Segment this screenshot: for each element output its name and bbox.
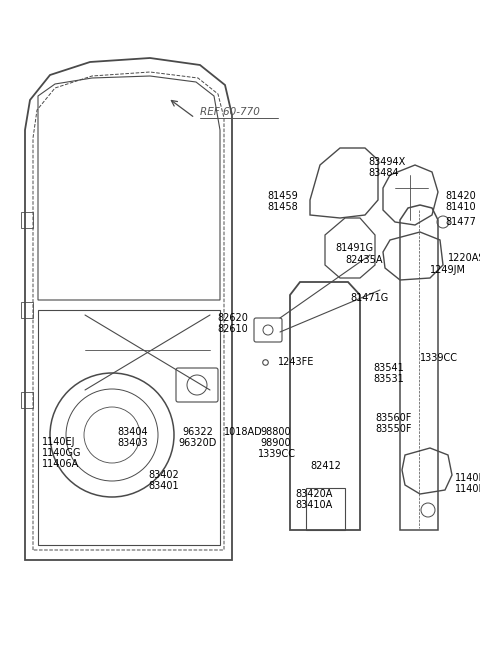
Text: 81459: 81459: [267, 191, 298, 201]
Text: 1140GG: 1140GG: [42, 448, 82, 458]
Text: 1018AD: 1018AD: [224, 427, 263, 437]
Text: 83531: 83531: [373, 374, 404, 384]
Text: 1140FY: 1140FY: [455, 484, 480, 494]
Text: 82620: 82620: [217, 313, 248, 323]
Text: 83420A: 83420A: [295, 489, 332, 499]
Text: 83560F: 83560F: [375, 413, 411, 423]
Text: 96320D: 96320D: [178, 438, 216, 448]
Text: 81458: 81458: [267, 202, 298, 212]
Text: 81410: 81410: [445, 202, 476, 212]
Text: 81491G: 81491G: [335, 243, 373, 253]
Text: 1220AS: 1220AS: [448, 253, 480, 263]
Text: 83404: 83404: [118, 427, 148, 437]
Text: 83541: 83541: [373, 363, 404, 373]
Text: 83402: 83402: [148, 470, 179, 480]
Text: REF 60-770: REF 60-770: [200, 107, 260, 117]
Text: 81420: 81420: [445, 191, 476, 201]
Text: 98900: 98900: [260, 438, 290, 448]
Text: 81477: 81477: [445, 217, 476, 227]
Text: 83401: 83401: [148, 481, 179, 491]
Text: 1249JM: 1249JM: [430, 265, 466, 275]
Text: 82435A: 82435A: [345, 255, 383, 265]
Text: 98800: 98800: [260, 427, 290, 437]
Text: 1140EJ: 1140EJ: [455, 473, 480, 483]
Text: 83494X: 83494X: [368, 157, 405, 167]
Text: 96322: 96322: [182, 427, 213, 437]
Text: 1140EJ: 1140EJ: [42, 437, 75, 447]
Text: 1243FE: 1243FE: [278, 357, 314, 367]
Text: 11406A: 11406A: [42, 459, 79, 469]
Text: 1339CC: 1339CC: [420, 353, 458, 363]
Text: 83550F: 83550F: [375, 424, 411, 434]
Text: 1339CC: 1339CC: [258, 449, 296, 459]
Text: 81471G: 81471G: [350, 293, 388, 303]
Text: 82412: 82412: [310, 461, 341, 471]
Text: 83484: 83484: [368, 168, 398, 178]
Text: 83403: 83403: [118, 438, 148, 448]
Text: 82610: 82610: [217, 324, 248, 334]
Text: 83410A: 83410A: [295, 500, 332, 510]
